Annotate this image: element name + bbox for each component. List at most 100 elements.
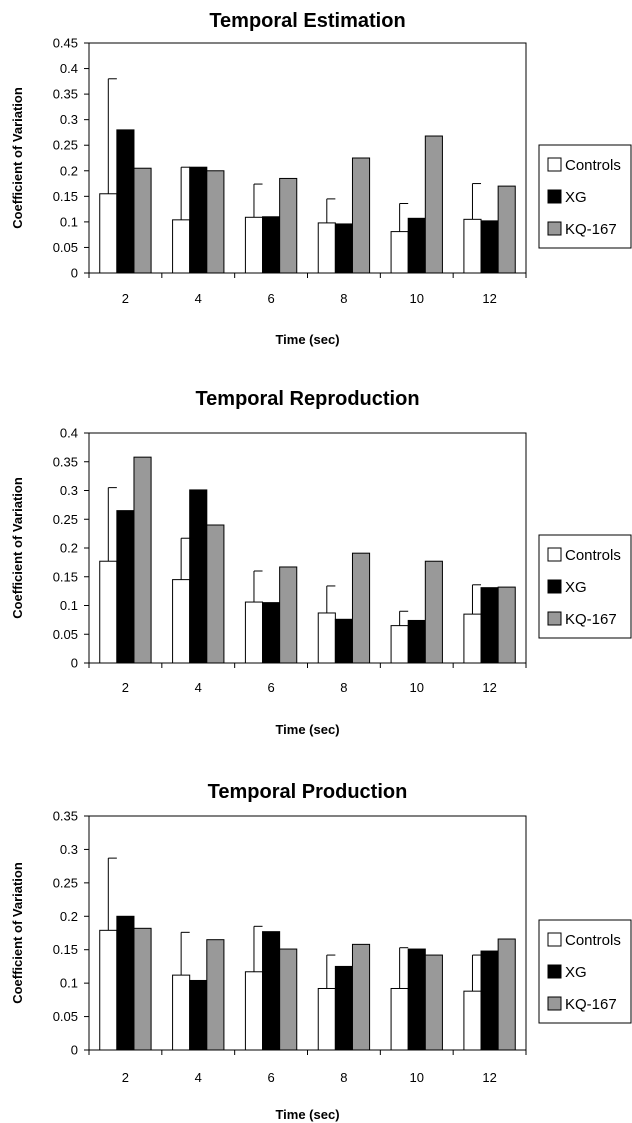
bar-xg xyxy=(480,587,499,664)
bar-kq-167 xyxy=(424,135,443,274)
bar-xg xyxy=(334,965,353,1051)
bar-xg xyxy=(189,166,208,274)
legend-swatch xyxy=(547,996,562,1011)
bar-controls xyxy=(390,987,409,1051)
bar-kq-167 xyxy=(133,927,152,1051)
bar-kq-167 xyxy=(279,566,298,664)
legend-label: XG xyxy=(565,189,587,206)
y-tick-label: 0.05 xyxy=(53,627,78,642)
y-tick-label: 0.35 xyxy=(53,809,78,824)
y-tick-label: 0.1 xyxy=(60,598,78,613)
x-tick-label: 10 xyxy=(410,680,424,695)
bar-xg xyxy=(116,510,135,664)
legend: Controls XG KQ-167 xyxy=(538,919,632,1024)
legend-swatch xyxy=(547,157,562,172)
bar-controls xyxy=(99,193,118,274)
bar-kq-167 xyxy=(279,948,298,1051)
bar-kq-167 xyxy=(206,170,225,274)
bar-xg xyxy=(407,948,426,1051)
y-tick-label: 0.05 xyxy=(53,240,78,255)
legend: Controls XG KQ-167 xyxy=(538,144,632,249)
bar-xg xyxy=(189,979,208,1051)
x-tick-label: 4 xyxy=(195,680,202,695)
x-tick-label: 8 xyxy=(340,680,347,695)
bar-kq-167 xyxy=(497,185,516,274)
x-tick-label: 12 xyxy=(482,680,496,695)
x-tick-label: 6 xyxy=(267,1070,274,1085)
bar-xg xyxy=(116,129,135,274)
y-tick-label: 0.1 xyxy=(60,214,78,229)
y-tick-label: 0 xyxy=(71,266,78,281)
bar-xg xyxy=(262,602,281,664)
bar-controls xyxy=(99,929,118,1051)
bar-controls xyxy=(172,579,191,664)
legend-label: Controls xyxy=(565,157,621,174)
bar-controls xyxy=(390,625,409,664)
x-tick-label: 10 xyxy=(410,1070,424,1085)
chart-panel-2: Temporal Reproduction 0 0.05 0.1 0.15 0.2 0.25… xyxy=(10,388,632,737)
bar-kq-167 xyxy=(206,524,225,664)
bar-controls xyxy=(99,560,118,664)
bar-controls xyxy=(317,612,336,664)
x-tick-label: 4 xyxy=(195,1070,202,1085)
y-tick-label: 0.4 xyxy=(60,426,78,441)
legend-swatch xyxy=(547,189,562,204)
y-axis-label: Coefficient of Variation xyxy=(10,87,25,229)
legend-label: Controls xyxy=(565,932,621,949)
x-tick-label: 2 xyxy=(122,291,129,306)
bar-controls xyxy=(244,216,264,274)
y-tick-label: 0.45 xyxy=(53,36,78,51)
legend-swatch xyxy=(547,221,562,236)
x-tick-label: 6 xyxy=(267,291,274,306)
legend-swatch xyxy=(547,611,562,626)
bar-kq-167 xyxy=(424,560,443,664)
y-tick-label: 0.35 xyxy=(53,87,78,102)
y-tick-label: 0.05 xyxy=(53,1009,78,1024)
bar-controls xyxy=(172,219,191,274)
y-tick-label: 0 xyxy=(71,656,78,671)
y-axis-label: Coefficient of Variation xyxy=(10,477,25,619)
bar-controls xyxy=(172,974,191,1051)
bar-controls xyxy=(244,971,264,1051)
bar-kq-167 xyxy=(497,938,516,1051)
x-axis-label: Time (sec) xyxy=(275,722,339,737)
bar-xg xyxy=(262,931,281,1051)
plot-frame xyxy=(88,815,527,1051)
chart-title: Temporal Production xyxy=(208,781,408,803)
y-tick-label: 0.15 xyxy=(53,569,78,584)
bar-controls xyxy=(463,218,482,274)
y-tick-label: 0.3 xyxy=(60,112,78,127)
x-tick-label: 2 xyxy=(122,1070,129,1085)
x-tick-label: 12 xyxy=(482,1070,496,1085)
legend-swatch xyxy=(547,547,562,562)
chart-panel-3: Temporal Production 0 0.05 0.1 0.15 0.2 0.25 0.… xyxy=(10,781,632,1122)
legend-label: KQ-167 xyxy=(565,996,617,1013)
chart-panel-1: Temporal Estimation 0 0.05 0.1 0.15 0.2 0.25 0.… xyxy=(10,10,632,347)
chart-title: Temporal Estimation xyxy=(209,10,405,32)
plot-frame xyxy=(88,42,527,274)
y-tick-label: 0.15 xyxy=(53,942,78,957)
bar-xg xyxy=(334,618,353,664)
y-tick-label: 0.35 xyxy=(53,454,78,469)
legend-label: XG xyxy=(565,964,587,981)
y-tick-label: 0.2 xyxy=(60,163,78,178)
bar-controls xyxy=(463,613,482,664)
legend-label: Controls xyxy=(565,547,621,564)
bar-kq-167 xyxy=(497,586,516,664)
bar-xg xyxy=(189,489,208,664)
y-tick-label: 0.3 xyxy=(60,483,78,498)
y-tick-label: 0.2 xyxy=(60,541,78,556)
x-tick-label: 10 xyxy=(410,291,424,306)
bar-kq-167 xyxy=(206,939,225,1051)
bar-kq-167 xyxy=(279,177,298,274)
bar-controls xyxy=(390,231,409,274)
x-axis-label: Time (sec) xyxy=(275,332,339,347)
y-tick-label: 0.2 xyxy=(60,909,78,924)
x-tick-label: 8 xyxy=(340,1070,347,1085)
x-tick-label: 8 xyxy=(340,291,347,306)
chart-title: Temporal Reproduction xyxy=(195,388,419,410)
legend: Controls XG KQ-167 xyxy=(538,534,632,639)
bar-controls xyxy=(317,987,336,1051)
legend-swatch xyxy=(547,932,562,947)
